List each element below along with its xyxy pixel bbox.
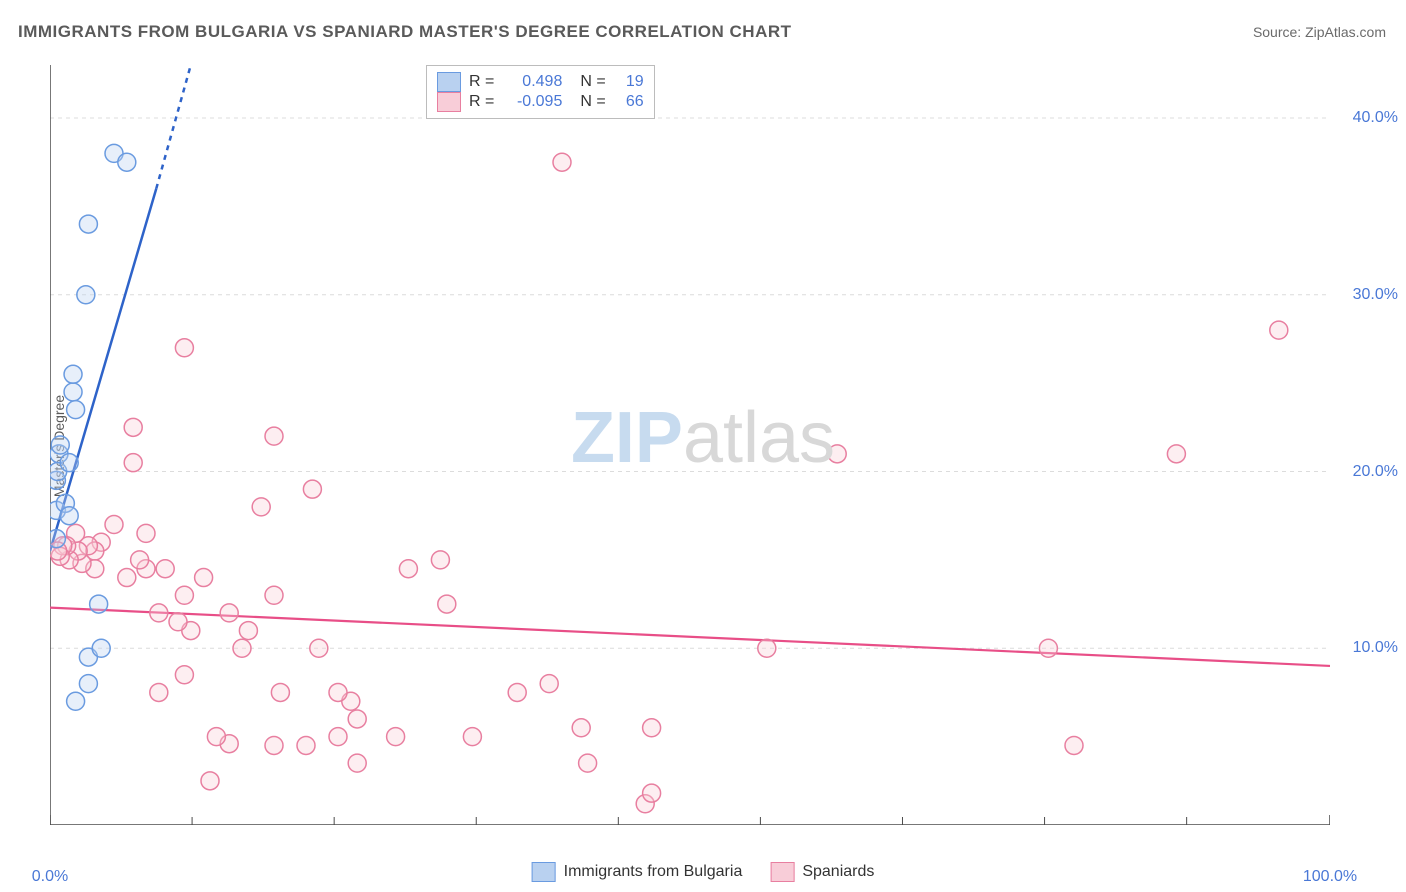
legend-n-label: N =	[580, 73, 605, 91]
source-name: ZipAtlas.com	[1305, 24, 1386, 40]
plot-svg	[50, 65, 1330, 825]
legend-row-bulgaria: R = 0.498 N = 19	[437, 72, 644, 92]
legend-r-label: R =	[469, 93, 494, 111]
series-legend-item-spaniards: Spaniards	[770, 862, 874, 882]
legend-swatch	[770, 862, 794, 882]
x-tick-label: 100.0%	[1303, 868, 1357, 886]
legend-n-value: 19	[614, 73, 644, 91]
series-legend-label: Spaniards	[802, 863, 874, 880]
series-legend-item-bulgaria: Immigrants from Bulgaria	[532, 862, 743, 882]
legend-r-label: R =	[469, 73, 494, 91]
legend-swatch	[437, 72, 461, 92]
legend-swatch	[437, 92, 461, 112]
x-tick-label: 0.0%	[32, 868, 68, 886]
y-tick-label: 10.0%	[1353, 639, 1398, 657]
series-legend-label: Immigrants from Bulgaria	[564, 863, 743, 880]
scatter-plot	[50, 65, 1330, 825]
source-attribution: Source: ZipAtlas.com	[1253, 24, 1386, 40]
legend-swatch	[532, 862, 556, 882]
legend-r-value: -0.095	[502, 93, 562, 111]
y-tick-label: 30.0%	[1353, 286, 1398, 304]
source-prefix: Source:	[1253, 24, 1305, 40]
legend-r-value: 0.498	[502, 73, 562, 91]
legend-n-label: N =	[580, 93, 605, 111]
y-tick-label: 20.0%	[1353, 463, 1398, 481]
series-legend: Immigrants from Bulgaria Spaniards	[532, 862, 875, 882]
chart-title: IMMIGRANTS FROM BULGARIA VS SPANIARD MAS…	[18, 22, 792, 42]
legend-n-value: 66	[614, 93, 644, 111]
y-tick-label: 40.0%	[1353, 109, 1398, 127]
correlation-legend: R = 0.498 N = 19 R = -0.095 N = 66	[426, 65, 655, 119]
legend-row-spaniards: R = -0.095 N = 66	[437, 92, 644, 112]
